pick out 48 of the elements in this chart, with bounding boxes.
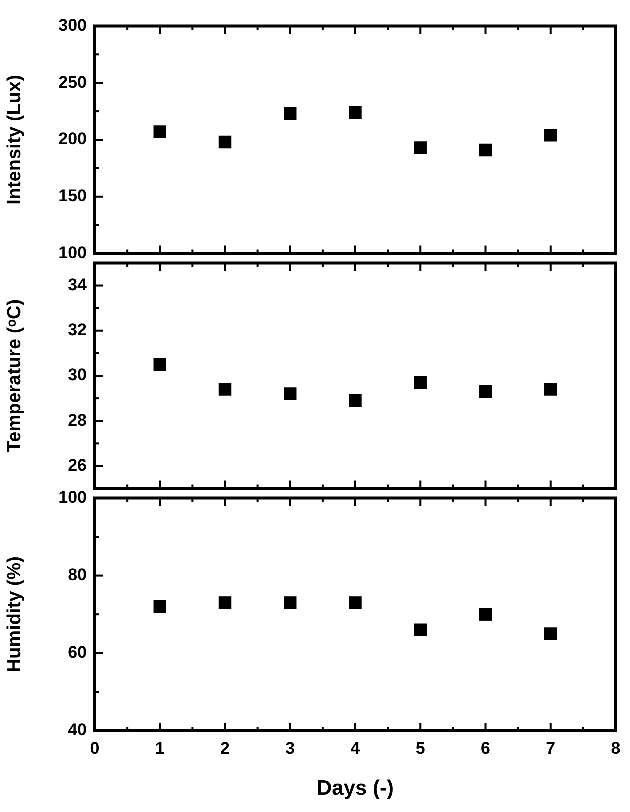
point bbox=[218, 596, 232, 610]
y-tick-label: 26 bbox=[68, 456, 87, 475]
x-tick-label: 3 bbox=[286, 738, 296, 758]
y-tick-label: 100 bbox=[58, 243, 87, 262]
y-tick-label: 40 bbox=[68, 720, 87, 740]
x-tick-label: 8 bbox=[611, 738, 621, 758]
point bbox=[479, 608, 492, 621]
point bbox=[154, 126, 166, 138]
y-tick-label: 80 bbox=[68, 565, 87, 584]
point bbox=[414, 624, 427, 636]
point bbox=[349, 596, 362, 610]
y-tick-label: 28 bbox=[68, 410, 87, 430]
x-axis-title: Days (-) bbox=[316, 777, 394, 800]
point bbox=[154, 600, 166, 614]
point bbox=[284, 596, 297, 610]
y-tick-label: 30 bbox=[68, 366, 87, 385]
point bbox=[349, 394, 362, 408]
y-axis-title: Temperature (ᵒC) bbox=[4, 299, 26, 453]
point bbox=[544, 129, 558, 142]
point bbox=[284, 107, 297, 120]
y-tick-label: 250 bbox=[58, 72, 87, 92]
y-axis-title: Intensity (Lux) bbox=[4, 75, 26, 205]
y-tick-label: 34 bbox=[68, 275, 88, 294]
point bbox=[414, 376, 427, 390]
x-tick-label: 2 bbox=[220, 738, 230, 758]
x-tick-label: 4 bbox=[350, 738, 361, 758]
point bbox=[154, 358, 166, 372]
y-axis-title: Humidity (%) bbox=[4, 556, 26, 673]
point bbox=[479, 385, 492, 398]
y-tick-label: 32 bbox=[68, 320, 87, 340]
point bbox=[414, 142, 427, 154]
point bbox=[218, 383, 232, 396]
y-tick-label: 200 bbox=[58, 130, 87, 149]
x-tick-label: 7 bbox=[546, 738, 556, 758]
y-tick-label: 300 bbox=[58, 16, 87, 35]
point bbox=[284, 388, 297, 400]
x-tick-label: 5 bbox=[416, 738, 426, 758]
point bbox=[544, 628, 558, 640]
y-tick-label: 100 bbox=[58, 488, 87, 507]
y-tick-label: 60 bbox=[68, 643, 87, 662]
x-tick-label: 6 bbox=[481, 738, 490, 758]
x-tick-label: 0 bbox=[90, 738, 100, 758]
point bbox=[218, 136, 232, 149]
point bbox=[544, 383, 558, 396]
y-tick-label: 150 bbox=[58, 186, 87, 206]
point bbox=[349, 106, 362, 120]
x-tick-label: 1 bbox=[155, 738, 165, 758]
point bbox=[479, 144, 492, 157]
